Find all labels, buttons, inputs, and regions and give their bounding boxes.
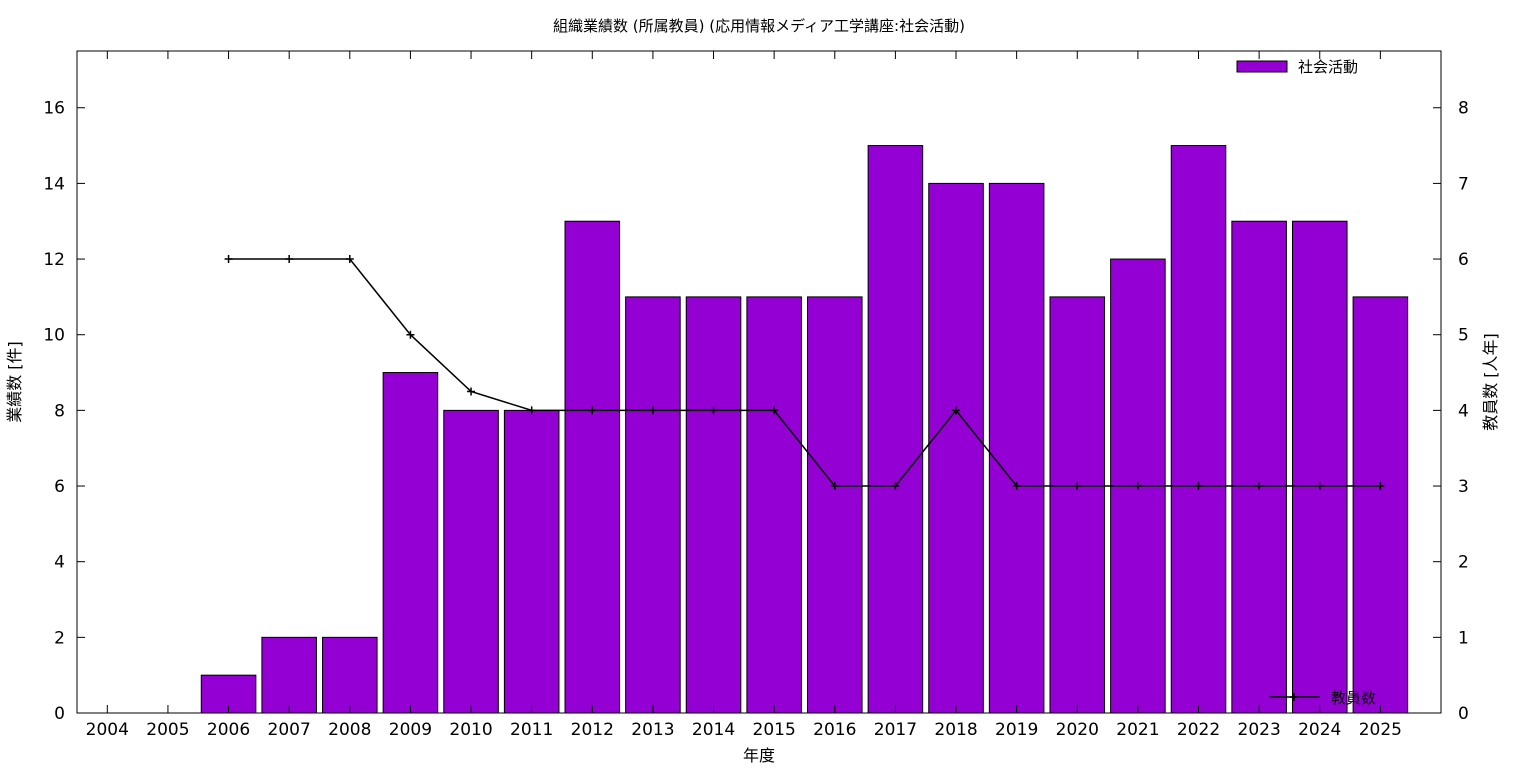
bar-2013 [625, 296, 681, 714]
point-2006 [224, 255, 233, 264]
bar-2020 [1049, 296, 1106, 714]
bar-2010 [443, 409, 499, 714]
legend-label-social: 社会活動 [1298, 58, 1358, 76]
y2-tick-label: 0 [1458, 704, 1469, 724]
bar-2024 [1291, 220, 1348, 714]
point-2010 [467, 387, 476, 396]
bar-2023 [1231, 220, 1287, 714]
legend-label-teachers: 教員数 [1331, 689, 1376, 707]
x-tick-label: 2012 [571, 720, 614, 740]
x-tick-label: 2023 [1238, 720, 1281, 740]
point-2024 [1315, 482, 1324, 491]
y2-tick-label: 2 [1458, 553, 1469, 573]
y-tick-label: 14 [43, 174, 65, 194]
point-2012 [588, 406, 597, 415]
point-2017 [891, 482, 900, 491]
x-tick-label: 2016 [813, 720, 856, 740]
x-tick-label: 2007 [268, 720, 311, 740]
bar-2009 [382, 372, 439, 714]
y-tick-label: 4 [54, 553, 65, 573]
y2-tick-label: 7 [1458, 174, 1469, 194]
point-2008 [345, 255, 354, 264]
point-2019 [1012, 482, 1021, 491]
bar-2007 [261, 636, 317, 714]
x-tick-label: 2013 [631, 720, 674, 740]
x-tick-label: 2018 [934, 720, 977, 740]
bar-2025 [1352, 296, 1409, 714]
y-tick-label: 10 [43, 326, 65, 346]
point-2011 [527, 406, 536, 415]
legend-swatch-social [1236, 60, 1288, 73]
point-2007 [285, 255, 294, 264]
y-tick-label: 6 [54, 477, 65, 497]
point-2025 [1376, 482, 1385, 491]
x-tick-label: 2020 [1056, 720, 1099, 740]
bar-2022 [1170, 145, 1227, 714]
y-tick-label: 2 [54, 628, 65, 648]
x-tick-label: 2014 [692, 720, 735, 740]
bar-2016 [807, 296, 863, 714]
x-tick-label: 2021 [1116, 720, 1159, 740]
x-tick-label: 2019 [995, 720, 1038, 740]
y2-tick-label: 6 [1458, 250, 1469, 270]
y2-tick-label: 1 [1458, 628, 1469, 648]
x-tick-label: 2004 [86, 720, 129, 740]
point-2020 [1073, 482, 1082, 491]
line-teachers [228, 258, 1381, 487]
point-2016 [830, 482, 839, 491]
y-tick-label: 0 [54, 704, 65, 724]
x-tick-label: 2010 [449, 720, 492, 740]
y2-tick-label: 4 [1458, 401, 1469, 421]
bar-series [200, 145, 1409, 714]
bar-2008 [322, 636, 378, 714]
y-axis-label: 業績数 [件] [5, 341, 24, 423]
legend-marker-teachers [1290, 693, 1298, 701]
x-tick-label: 2025 [1359, 720, 1402, 740]
x-tick-label: 2011 [510, 720, 553, 740]
y-tick-label: 12 [43, 250, 65, 270]
chart-title: 組織業績数 (所属教員) (応用情報メディア工学講座:社会活動) [553, 17, 965, 35]
y2-tick-label: 3 [1458, 477, 1469, 497]
point-2009 [406, 330, 415, 339]
x-tick-label: 2009 [389, 720, 432, 740]
x-tick-label: 2008 [328, 720, 371, 740]
y-tick-label: 8 [54, 401, 65, 421]
point-2021 [1133, 482, 1142, 491]
line-series [224, 255, 1385, 491]
x-tick-label: 2015 [753, 720, 796, 740]
point-2018 [952, 406, 961, 415]
bar-2012 [564, 220, 621, 714]
y2-tick-label: 8 [1458, 99, 1469, 119]
bar-2011 [503, 409, 560, 714]
x-tick-label: 2006 [207, 720, 250, 740]
x-axis-label: 年度 [743, 746, 775, 765]
x-tick-label: 2022 [1177, 720, 1220, 740]
point-2023 [1255, 482, 1264, 491]
bar-2018 [928, 182, 984, 714]
y-tick-label: 16 [43, 99, 65, 119]
bar-2017 [867, 145, 924, 714]
point-2013 [648, 406, 657, 415]
point-2022 [1194, 482, 1203, 491]
y2-tick-label: 5 [1458, 326, 1469, 346]
bar-2014 [685, 296, 742, 714]
x-tick-label: 2024 [1298, 720, 1341, 740]
x-tick-label: 2017 [874, 720, 917, 740]
y2-axis-label: 教員数 [人年] [1481, 333, 1500, 431]
point-2014 [709, 406, 718, 415]
bar-2015 [746, 296, 802, 714]
x-tick-label: 2005 [146, 720, 189, 740]
plot-frame [76, 50, 1442, 714]
point-2015 [770, 406, 779, 415]
bar-2019 [988, 182, 1045, 714]
